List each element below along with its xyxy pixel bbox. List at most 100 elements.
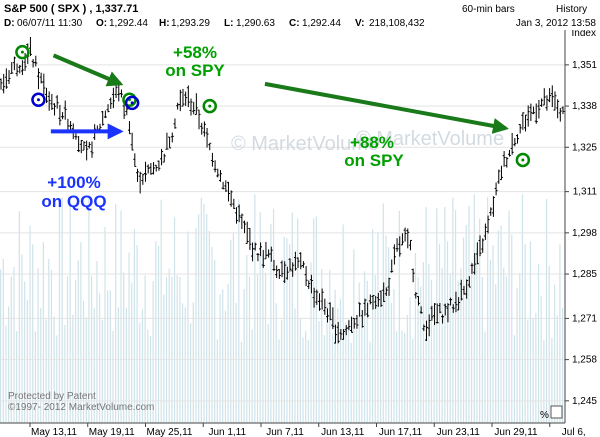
volume-bar	[366, 280, 368, 423]
annotation-88-sub: on SPY	[344, 151, 404, 170]
volume-bar	[181, 303, 184, 423]
timestamp: Jan 3, 2012 13:58	[516, 18, 597, 29]
x-tick-label: Jun 1,11	[208, 427, 246, 437]
volume-bar	[286, 238, 288, 423]
header-background	[0, 0, 600, 30]
watermark-right: © MarketVolume	[356, 128, 504, 150]
trend-arrow	[52, 53, 124, 87]
volume-bar	[457, 280, 459, 423]
volume-bar	[345, 322, 347, 423]
volume-bar	[117, 307, 119, 423]
marker-layer	[15, 44, 531, 168]
volume-bar	[72, 314, 74, 423]
volume-bar	[495, 284, 497, 423]
chart-title: S&P 500 ( SPX ) , 1,337.71	[4, 3, 138, 15]
volume-bar	[24, 281, 26, 423]
volume-bar	[230, 240, 232, 423]
x-tick-label: Jun 7,11	[266, 427, 304, 437]
history-link[interactable]: History	[556, 4, 587, 15]
volume-bar	[107, 290, 109, 423]
volume-bar	[222, 289, 224, 423]
volume-bar	[272, 208, 275, 423]
volume-bar	[104, 227, 106, 423]
volume-bar	[254, 194, 256, 423]
resize-handle-icon[interactable]	[550, 405, 563, 419]
volume-bar	[519, 272, 521, 423]
volume-bar	[40, 307, 42, 423]
signal-marker-dot	[130, 101, 134, 105]
volume-bar	[29, 225, 31, 423]
percent-button[interactable]: %	[540, 410, 549, 421]
signal-marker-dot	[20, 50, 24, 54]
volume-bar	[96, 260, 98, 423]
volume-bar	[18, 211, 20, 423]
volume-bar	[371, 229, 374, 423]
volume-bar	[396, 331, 398, 423]
volume-bar	[527, 319, 529, 423]
volume-bar	[283, 236, 285, 423]
x-tick-layer: May 13,11 May 19,11 May 25,11 Jun 1,11 Jun 7…	[29, 423, 586, 437]
volume-bar	[139, 322, 141, 423]
volume-bar	[556, 315, 558, 423]
ohlc-date-value: 06/07/11 11:30	[17, 18, 83, 29]
volume-bar	[232, 232, 235, 423]
ohlc-high-label: H:	[159, 18, 170, 29]
volume-bar	[8, 306, 10, 423]
protected-text: Protected by Patent	[8, 391, 96, 402]
volume-bar	[141, 309, 144, 423]
volume-bar	[468, 205, 470, 423]
ohlc-open-value: 1,292.44	[109, 18, 148, 29]
volume-bar	[545, 199, 548, 423]
volume-bar	[240, 341, 243, 423]
volume-bar	[200, 197, 202, 423]
volume-bar	[313, 218, 315, 423]
volume-bar	[32, 244, 34, 423]
volume-bar	[69, 199, 71, 423]
volume-bar	[42, 242, 45, 423]
volume-bar	[157, 245, 160, 423]
volume-bar	[275, 303, 277, 423]
volume-bar	[26, 300, 28, 423]
signal-marker-dot	[521, 158, 525, 162]
volume-bar	[10, 276, 12, 423]
volume-bar	[299, 317, 301, 423]
volume-bar	[77, 260, 79, 423]
ohlc-volume-label: V:	[355, 18, 364, 29]
signal-marker	[124, 95, 140, 111]
copyright-text: ©1997- 2012 MarketVolume.com	[8, 402, 154, 413]
trend-arrow	[264, 81, 509, 134]
volume-bar	[339, 298, 342, 423]
volume-bar	[302, 337, 304, 423]
volume-bar	[16, 331, 18, 423]
volume-bar	[50, 269, 53, 423]
volume-bar	[90, 276, 93, 423]
price-layer	[0, 37, 565, 344]
volume-bar	[176, 275, 178, 423]
volume-bar	[462, 237, 465, 423]
volume-bar	[454, 210, 457, 423]
annotation-58-sub: on SPY	[165, 61, 225, 80]
y-tick-label: 1,298	[572, 228, 597, 239]
volume-bar	[406, 315, 408, 423]
volume-bar	[256, 274, 259, 423]
volume-bar	[511, 234, 513, 423]
volume-bar	[337, 308, 339, 423]
annotation-88-pct: +88%	[350, 133, 394, 152]
signal-marker	[515, 152, 531, 168]
volume-bar	[66, 276, 69, 423]
volume-bar	[195, 228, 197, 423]
annotation-100-sub: on QQQ	[41, 192, 106, 211]
interval-label: 60-min bars	[462, 4, 515, 15]
volume-bar	[0, 269, 2, 423]
volume-bar	[37, 268, 39, 423]
volume-bar	[548, 265, 550, 423]
volume-bar	[481, 276, 483, 423]
volume-bar	[259, 212, 261, 423]
volume-bar	[420, 286, 422, 423]
volume-bar	[190, 323, 192, 423]
volume-bar	[489, 259, 491, 423]
volume-bar	[551, 337, 553, 423]
volume-bar	[216, 339, 218, 423]
y-tick-label: 1,311	[573, 187, 598, 198]
